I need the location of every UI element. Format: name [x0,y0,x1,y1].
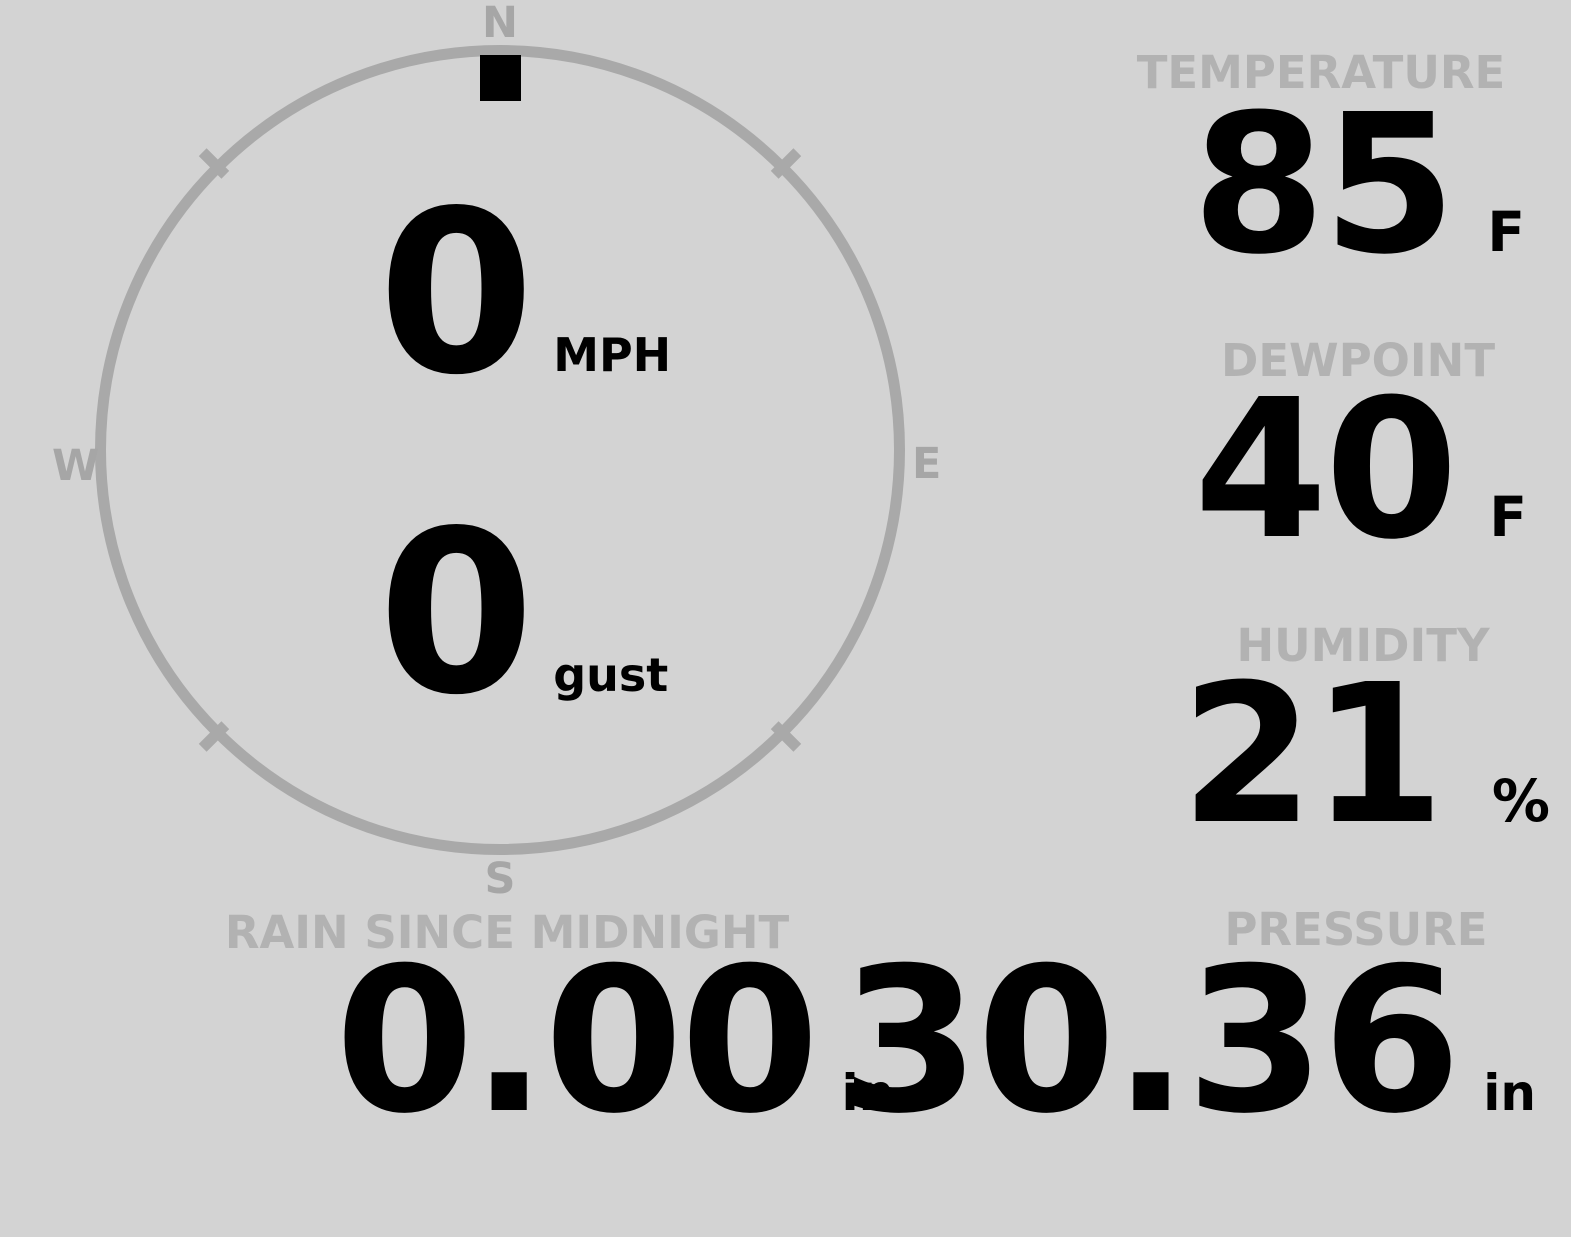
wind-gust-value: 0 [378,483,535,745]
wind-speed: 0 MPH [378,182,671,407]
compass-ring [95,45,905,855]
humidity-label: HUMIDITY [1236,619,1490,672]
compass-label-east: E [912,439,942,489]
temperature-label: TEMPERATURE [1136,46,1506,99]
wind-gust-unit: gust [553,648,669,702]
compass-label-north: N [482,0,518,48]
compass-label-west: W [52,441,100,491]
dewpoint-label: DEWPOINT [1220,334,1496,387]
humidity-value: 21 [1180,644,1444,867]
pressure-unit: in [1483,1064,1536,1122]
dewpoint-unit: F [1489,485,1527,549]
wind-speed-value: 0 [378,163,535,425]
compass-label-south: S [484,854,516,904]
humidity-unit: % [1491,767,1550,835]
dewpoint-value: 40 [1193,359,1458,582]
wind-speed-unit: MPH [553,328,672,382]
wind-gust: 0 gust [378,502,668,727]
dewpoint-reading: 40 F [1194,375,1527,567]
rain-value: 0.00 [335,925,819,1158]
pressure-value: 30.36 [840,925,1462,1158]
rain-label: RAIN SINCE MIDNIGHT [224,906,790,959]
humidity-reading: 21 % [1180,660,1550,852]
temperature-value: 85 [1191,74,1456,297]
temperature-reading: 85 F [1192,90,1525,282]
rain-unit: in [841,1064,895,1122]
pressure-label: PRESSURE [1224,903,1488,956]
temperature-unit: F [1487,200,1525,264]
pressure-reading: 30.36 in [841,942,1536,1142]
wind-direction-marker-icon [480,55,521,101]
rain-reading: 0.00 in [335,942,894,1142]
